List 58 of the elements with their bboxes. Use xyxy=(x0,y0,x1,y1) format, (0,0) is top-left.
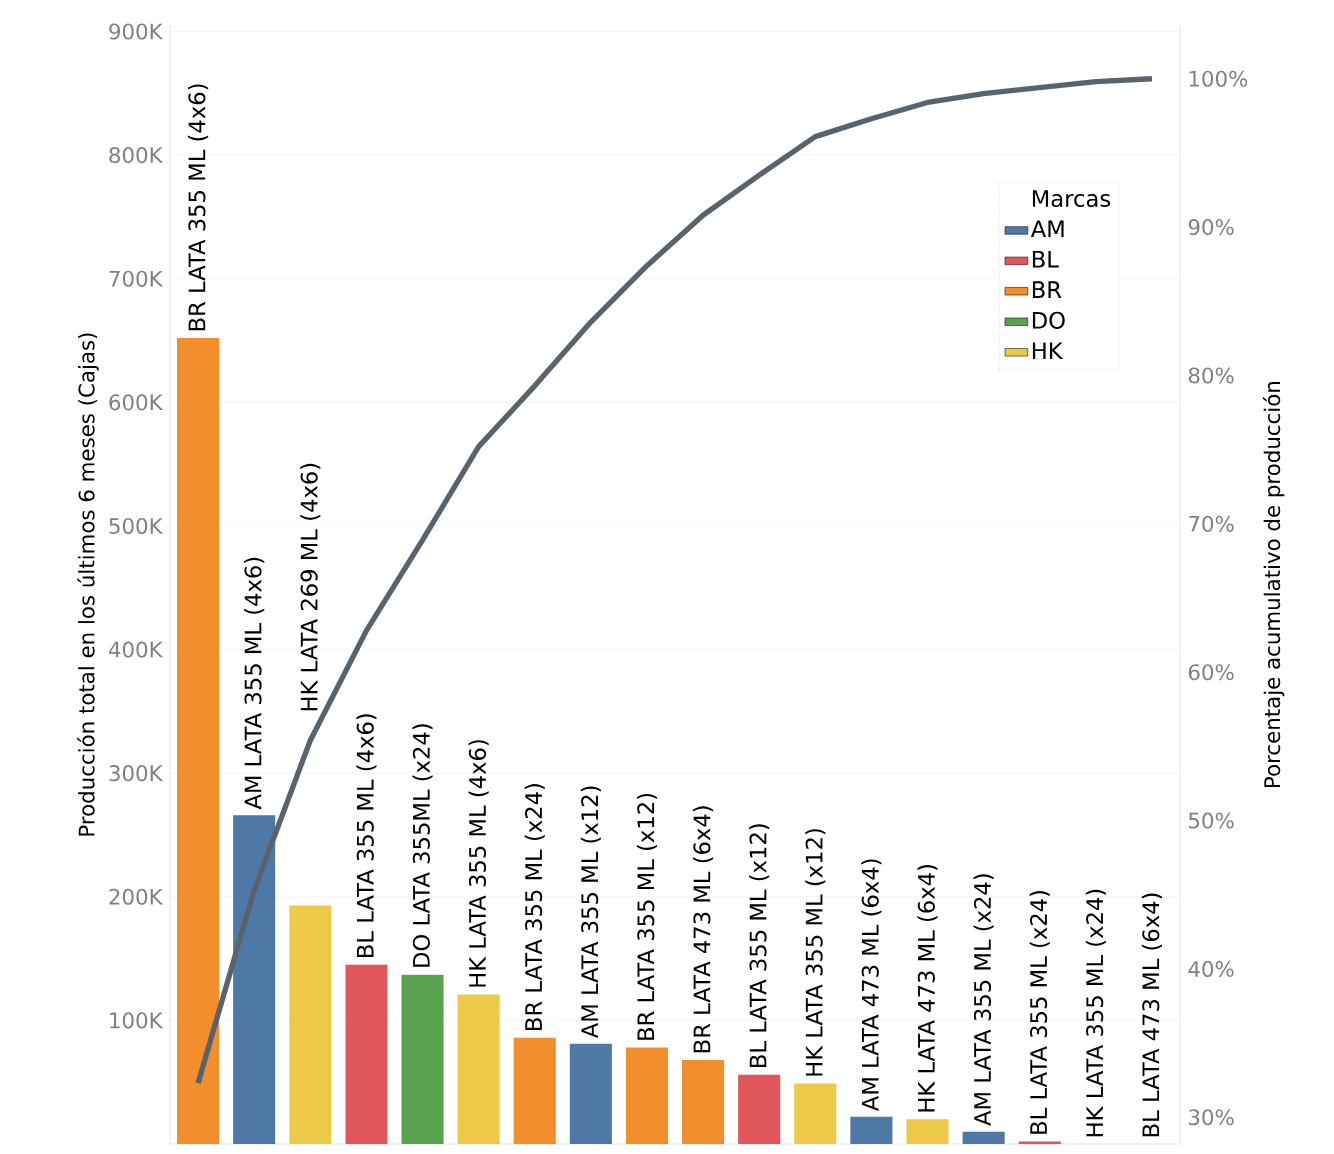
x-tick-label: HK LATA 355 ML (4x6) xyxy=(468,740,489,987)
y-tick-label: 400K xyxy=(108,641,164,658)
y2-tick-label: 40% xyxy=(1188,960,1234,977)
y2-tick-label: 70% xyxy=(1189,515,1234,532)
x-tick-label: BL LATA 355 ML (4x6) xyxy=(356,714,377,957)
x-tick-label: BR LATA 355 ML (x12) xyxy=(636,793,658,1040)
y-tick-label: 900K xyxy=(109,23,164,40)
y-tick-label: 300K xyxy=(109,765,164,782)
bar xyxy=(233,815,276,1144)
y-tick-label: 700K xyxy=(109,270,164,287)
y2-tick-label: 100% xyxy=(1189,70,1248,87)
x-tick-label: AM LATA 355 ML (x24) xyxy=(973,874,994,1126)
x-tick-label: HK LATA 473 ML (6x4) xyxy=(917,865,938,1112)
bar xyxy=(289,905,332,1144)
y2-tick-label: 60% xyxy=(1188,664,1234,681)
bar xyxy=(850,1116,893,1144)
x-tick-label: HK LATA 355 ML (x12) xyxy=(805,829,826,1076)
x-tick-label: AM LATA 473 ML (6x4) xyxy=(861,859,882,1112)
y2-tick-label: 30% xyxy=(1189,1109,1234,1126)
x-tick-label: AM LATA 355 ML (4x6) xyxy=(244,557,265,810)
legend-label: HK xyxy=(1032,342,1064,359)
y2-tick-label: 90% xyxy=(1188,219,1234,236)
bar xyxy=(794,1083,837,1144)
bar xyxy=(513,1037,556,1144)
x-tick-label: HK LATA 355 ML (x24) xyxy=(1085,889,1106,1137)
legend-label: AM xyxy=(1030,220,1064,238)
bar xyxy=(625,1047,668,1144)
y-tick-label: 100K xyxy=(110,1012,164,1029)
x-tick-label: AM LATA 355 ML (x12) xyxy=(580,786,601,1039)
bar xyxy=(345,964,388,1144)
bar xyxy=(738,1074,781,1144)
y-axis-title: Producción total en los últimos 6 meses (Cajas) xyxy=(77,333,99,836)
y-tick-label: 200K xyxy=(109,888,164,905)
y2-tick-label: 80% xyxy=(1188,367,1234,384)
legend-label: BR xyxy=(1032,281,1062,298)
bar xyxy=(401,974,444,1144)
x-tick-label: BR LATA 355 ML (x24) xyxy=(524,784,545,1030)
x-tick-label: DO LATA 355ML (x24) xyxy=(412,724,433,967)
y-tick-label: 800K xyxy=(109,147,164,164)
bar xyxy=(682,1059,725,1144)
y-tick-label: 600K xyxy=(109,394,164,411)
x-tick-label: HK LATA 269 ML (4x6) xyxy=(300,463,321,711)
x-tick-label: BR LATA 473 ML (6x4) xyxy=(692,806,714,1053)
y-tick-label: 500K xyxy=(109,517,164,534)
y2-tick-label: 50% xyxy=(1189,812,1234,829)
x-tick-label: BR LATA 355 ML (4x6) xyxy=(187,84,209,331)
bar xyxy=(569,1043,612,1144)
legend-label: BL xyxy=(1032,250,1059,268)
legend-label: DO xyxy=(1032,311,1065,329)
bar xyxy=(962,1131,1005,1144)
x-tick-label: BL LATA 355 ML (x12) xyxy=(749,824,770,1067)
x-tick-label: BL LATA 473 ML (6x4) xyxy=(1141,893,1163,1137)
y2-axis-title: Porcentaje acumulativo de producción xyxy=(1262,381,1285,787)
x-tick-label: BL LATA 355 ML (x24) xyxy=(1029,891,1050,1134)
bar xyxy=(906,1119,949,1144)
bar xyxy=(177,338,220,1144)
bar xyxy=(457,994,500,1144)
legend-title: Marcas xyxy=(1032,190,1111,208)
